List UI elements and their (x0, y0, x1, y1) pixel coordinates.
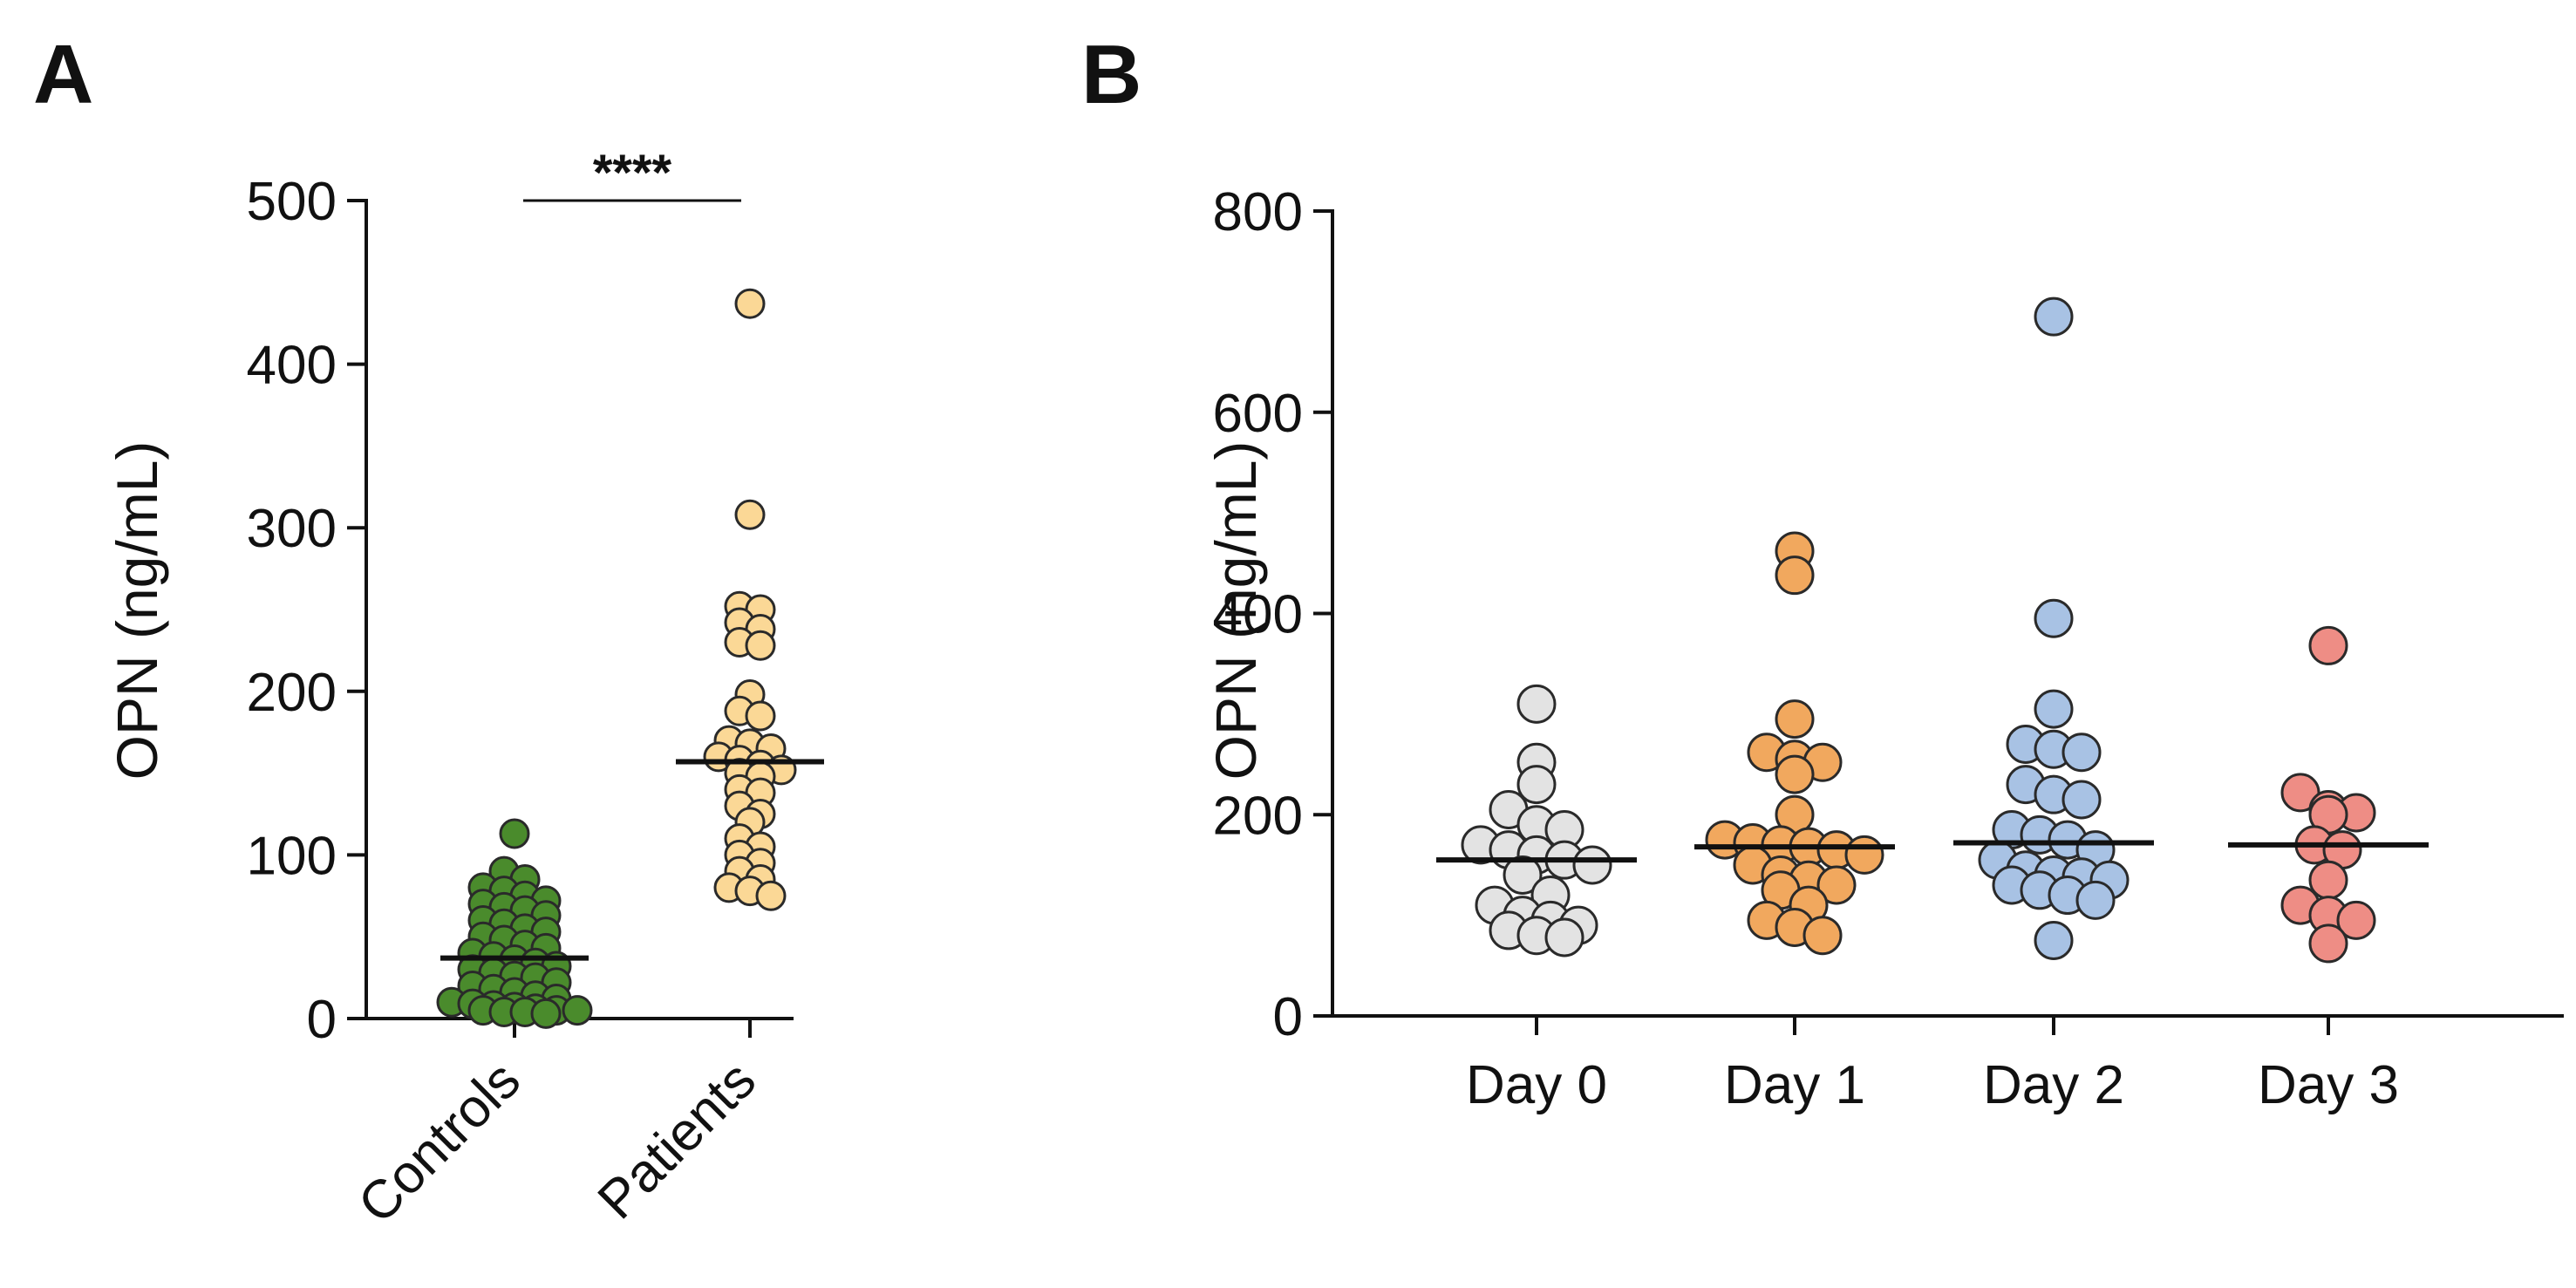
data-point (2336, 900, 2376, 940)
x-category-label: Day 3 (2258, 1055, 2399, 1115)
y-tick-label: 400 (247, 336, 337, 396)
y-axis-label: OPN (ng/mL) (105, 441, 169, 780)
data-point (755, 880, 787, 911)
y-tick-label: 300 (247, 499, 337, 559)
data-point (1803, 916, 1843, 956)
data-point (1816, 865, 1857, 905)
y-tick-label: 500 (247, 172, 337, 232)
data-point (1516, 684, 1557, 724)
y-tick-label: 100 (247, 826, 337, 886)
y-axis-label: OPN (ng/mL) (1203, 441, 1268, 780)
data-point (745, 630, 776, 661)
data-point (1844, 835, 1884, 875)
data-point (2061, 780, 2102, 820)
y-tick-label: 800 (1213, 182, 1303, 242)
data-point (2075, 880, 2116, 920)
y-tick-label: 0 (1273, 987, 1303, 1047)
data-point (2034, 689, 2074, 729)
y-tick-label: 200 (247, 663, 337, 723)
data-point (1572, 845, 1612, 885)
y-tick-label: 0 (307, 990, 337, 1050)
data-point (745, 700, 776, 732)
data-point (2308, 625, 2348, 665)
panel-a: A 0 100 200 300 400 500 OPN (ng/mL) Controls Pat… (33, 28, 824, 1235)
data-point (562, 995, 593, 1026)
data-point (1503, 855, 1543, 895)
data-point (2308, 923, 2348, 964)
x-category-label: Day 2 (1983, 1055, 2124, 1115)
data-point (530, 998, 562, 1029)
y-tick-label: 400 (1213, 585, 1303, 645)
y-tick-label: 600 (1213, 384, 1303, 444)
data-point (1775, 754, 1815, 794)
data-point (734, 499, 766, 530)
data-point (2034, 296, 2074, 337)
data-point (1775, 699, 1815, 739)
data-point (499, 818, 530, 849)
x-category-label: Patients (587, 1050, 767, 1230)
panel-a-letter: A (33, 28, 93, 121)
x-category-label: Day 1 (1724, 1055, 1865, 1115)
x-category-label: Controls (347, 1050, 532, 1235)
x-category-label: Day 0 (1466, 1055, 1607, 1115)
data-point (1775, 555, 1815, 596)
data-point (734, 288, 766, 319)
panel-b-letter: B (1081, 28, 1141, 121)
panel-b: B 0 200 400 600 800 OPN (ng/mL) Day 0 Day 1 Day … (1081, 28, 2564, 1115)
y-tick-label: 200 (1213, 786, 1303, 846)
data-point (2061, 733, 2102, 773)
data-point (1544, 917, 1584, 957)
significance-label: **** (593, 145, 672, 201)
data-point (2034, 920, 2074, 960)
data-point (2034, 598, 2074, 638)
data-point (1516, 765, 1557, 805)
